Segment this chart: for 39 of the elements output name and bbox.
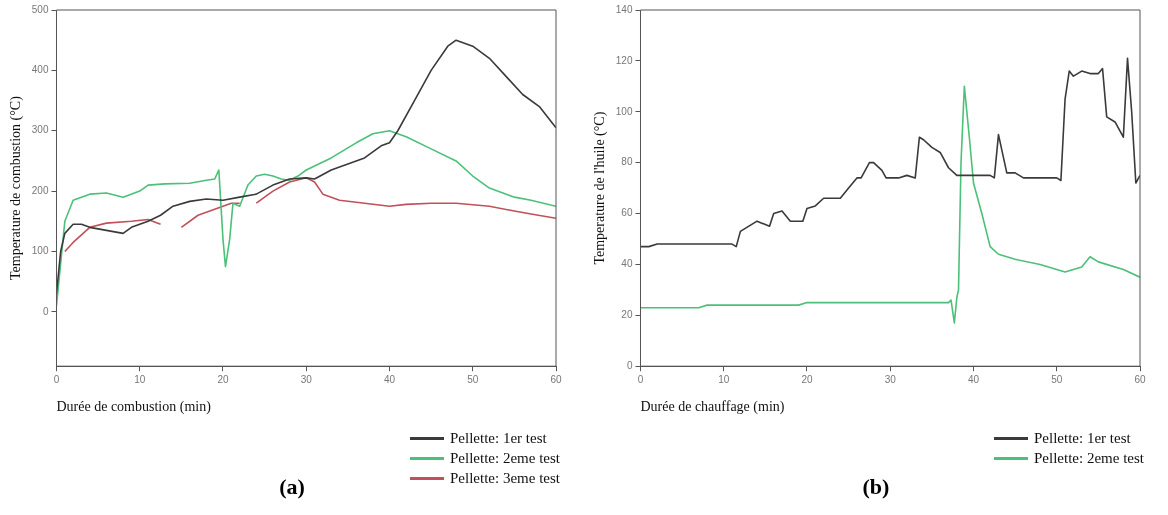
legend-label: Pellette: 1er test [450,429,547,448]
legend-label: Pellette: 1er test [1034,429,1131,448]
legend-label: Pellette: 2eme test [1034,449,1144,468]
x-axis-title: Durée de chauffage (min) [640,399,785,416]
y-tick-label: 300 [31,124,49,136]
x-tick-label: 30 [884,373,897,385]
x-tick-label: 0 [637,373,644,385]
x-tick-label: 40 [383,373,396,385]
x-tick-label: 60 [550,373,562,385]
legend-label: Pellette: 3eme test [450,469,560,488]
x-tick-label: 20 [801,373,813,385]
x-axis-title: Durée de combustion (min) [56,399,212,416]
y-tick-label: 40 [621,258,633,270]
y-tick-label: 200 [31,184,49,196]
x-tick-label: 60 [1134,373,1146,385]
y-tick-label: 0 [626,359,633,371]
y-tick-label: 0 [42,305,49,317]
y-tick-label: 20 [621,309,633,321]
x-tick-label: 50 [467,373,479,385]
x-tick-label: 20 [217,373,229,385]
x-tick-label: 50 [1051,373,1063,385]
y-tick-label: 120 [615,54,633,66]
y-tick-label: 100 [615,105,633,117]
y-tick-label: 140 [615,3,633,15]
x-tick-label: 0 [53,373,60,385]
y-tick-label: 400 [31,64,49,76]
x-tick-label: 30 [300,373,313,385]
text: (a) [279,474,305,499]
x-tick-label: 40 [967,373,980,385]
x-tick-label: 10 [718,373,730,385]
y-tick-label: 80 [621,156,633,168]
y-axis-title: Temperature de l'huile (°C) [592,111,609,265]
x-tick-label: 10 [134,373,146,385]
legend-label: Pellette: 2eme test [450,449,560,468]
y-tick-label: 500 [31,3,49,15]
y-tick-label: 60 [621,207,633,219]
y-tick-label: 100 [31,245,49,257]
y-axis-title: Temperature de combustion (°C) [8,95,25,281]
text: (b) [861,474,891,500]
